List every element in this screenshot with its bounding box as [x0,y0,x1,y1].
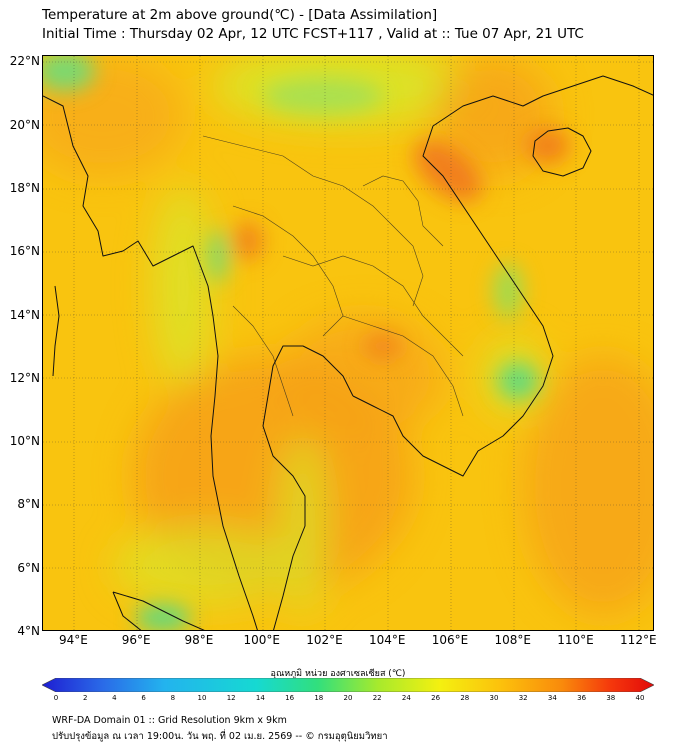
border-laos [362,175,444,247]
lon-label: 102°E [306,633,343,647]
colorbar-tick: 12 [226,694,236,702]
lon-label: 104°E [368,633,406,647]
lon-label: 110°E [557,633,594,647]
colorbar-tick: 36 [577,694,587,702]
colorbar-tick: 28 [460,694,470,702]
lat-label: 8°N [17,497,40,512]
temperature-field-svg [43,56,653,630]
colorbar-tick: 0 [53,694,59,702]
colorbar-tick: 14 [255,694,265,702]
map-title: Temperature at 2m above ground(℃) - [Dat… [42,7,438,23]
lat-label: 18°N [9,180,40,195]
temperature-map[interactable] [42,55,654,631]
colorbar-tick: 22 [372,694,382,702]
colorbar-tick: 18 [314,694,324,702]
colorbar-tick: 20 [343,694,353,702]
lat-label: 20°N [9,117,40,132]
coastlines [43,75,653,630]
coastline-andaman-islands [52,285,60,377]
colorbar-tick: 16 [285,694,295,702]
colorbar-gradient [42,678,654,692]
lon-label: 94°E [58,633,88,647]
colorbar-label: อุณหภูมิ หน่วย องศาเซลเซียส (℃) [270,669,406,679]
coastline-hainan [532,127,592,177]
border-north [202,135,424,307]
temperature-extremes [43,56,570,630]
footer-update: ปรับปรุงข้อมูล ณ เวลา 19:00น. วัน พฤ. ที… [52,731,388,742]
colorbar-tick: 6 [141,694,146,702]
colorbar-tick: 38 [606,694,616,702]
temperature-anomalies [43,56,653,616]
lon-label: 96°E [121,633,151,647]
admin-borders [202,135,464,417]
lat-label: 10°N [9,434,40,449]
lon-label: 98°E [184,633,214,647]
coastline-sumatra [112,591,205,630]
colorbar-tick: 30 [489,694,499,702]
lat-label: 4°N [17,624,40,638]
lon-label: 106°E [431,633,469,647]
colorbar-tick: 10 [197,694,207,702]
colorbar-tick: 34 [547,694,557,702]
border-east [282,255,464,357]
lon-label: 100°E [243,633,280,647]
lat-label: 16°N [9,244,40,259]
coastline-indochina [352,75,653,477]
colorbar-tick: 4 [112,694,117,702]
lat-label: 6°N [17,560,40,575]
colorbar-tick: 26 [431,694,441,702]
colorbar-tick: 24 [401,694,411,702]
border-cambodia [342,315,464,417]
lon-label: 108°E [494,633,532,647]
lat-label: 22°N [9,54,40,69]
lat-label: 12°N [9,370,40,385]
coastline-andaman [43,95,258,630]
border-west [232,305,294,417]
colorbar-tick: 40 [635,694,645,702]
map-subtitle: Initial Time : Thursday 02 Apr, 12 UTC F… [42,26,584,42]
colorbar-tick: 2 [82,694,88,702]
lat-label: 14°N [9,307,40,322]
colorbar [42,678,654,692]
colorbar-tick: 32 [518,694,528,702]
colorbar-tick: 8 [170,694,176,702]
coastline-peninsula-east [262,345,354,630]
footer-domain: WRF-DA Domain 01 :: Grid Resolution 9km … [52,715,287,726]
lon-label: 112°E [620,633,657,647]
